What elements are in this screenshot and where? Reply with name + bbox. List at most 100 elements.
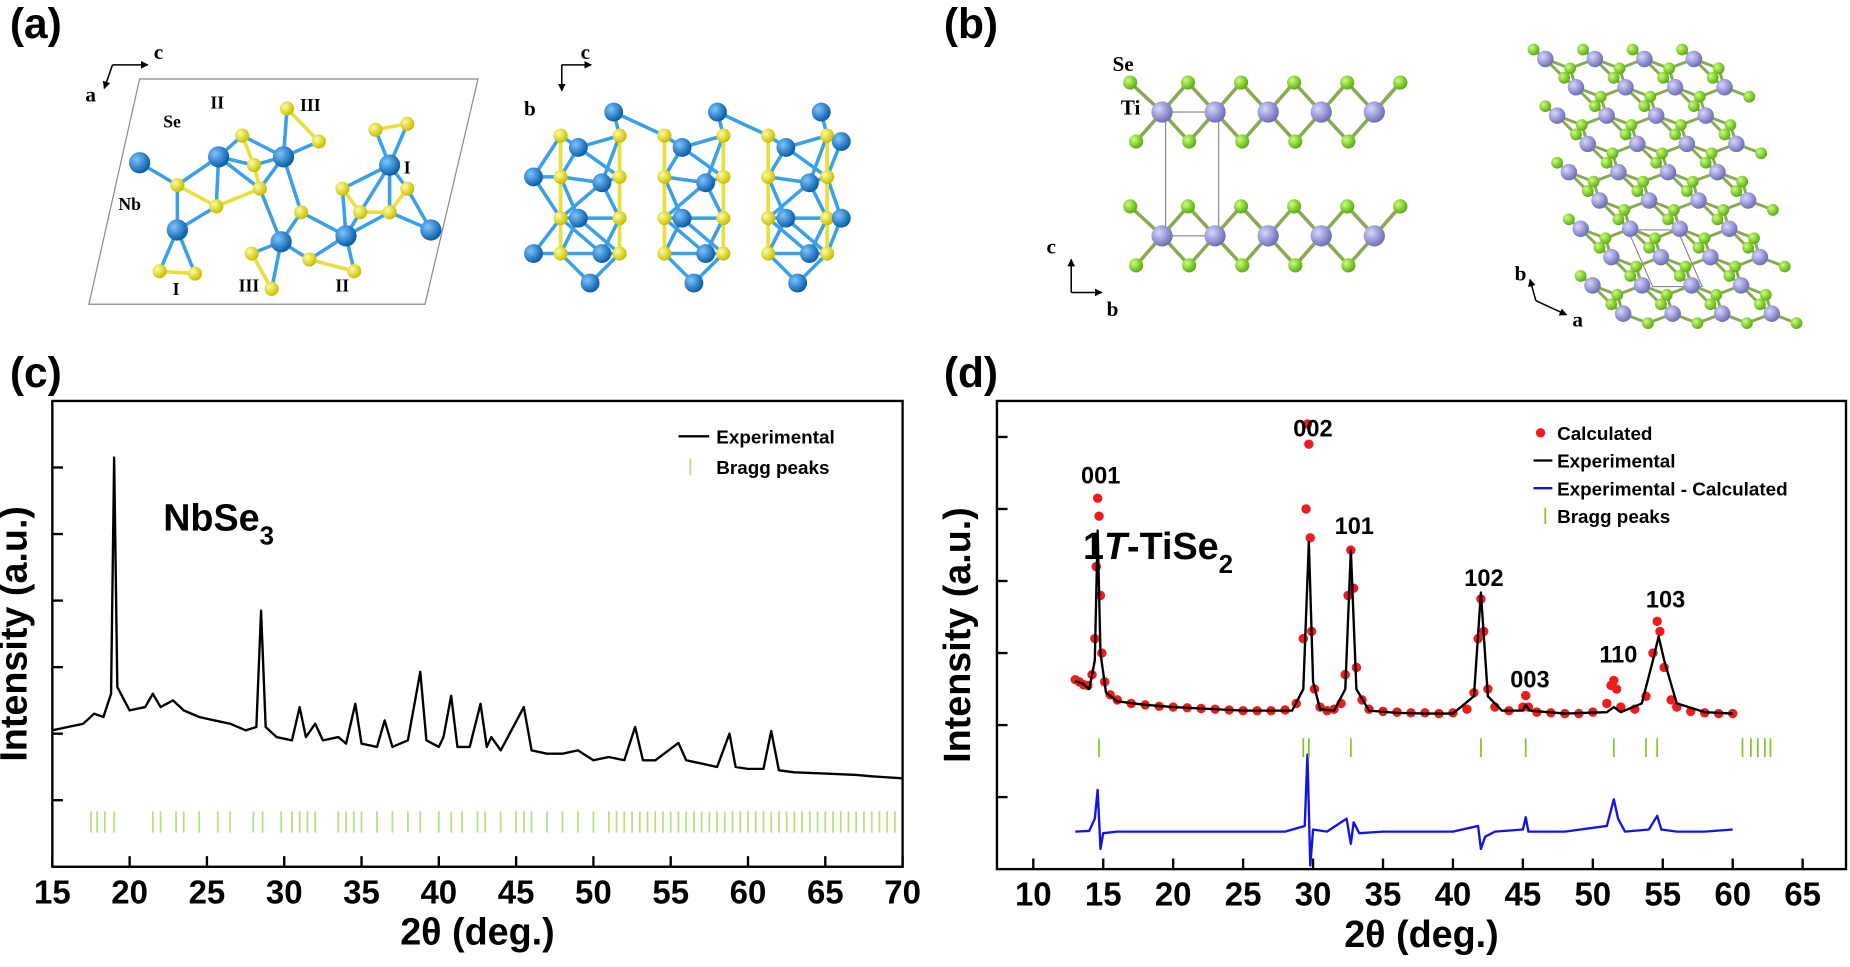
atom: [1593, 241, 1606, 254]
x-tick-label: 70: [884, 873, 921, 910]
atom: [1287, 199, 1302, 214]
x-tick-label: 20: [1155, 876, 1192, 913]
atom: [553, 246, 568, 261]
atom: [1691, 317, 1704, 330]
atom: [1605, 298, 1618, 311]
atom: [1618, 204, 1631, 216]
series-line: [52, 456, 903, 780]
x-tick-label: 60: [1714, 876, 1751, 913]
atom: [1660, 288, 1673, 301]
atom: [684, 273, 704, 293]
atom: [1579, 135, 1597, 153]
x-tick-label: 55: [652, 873, 689, 910]
atom: [1741, 317, 1753, 330]
atom: [1614, 305, 1632, 322]
atom: [1704, 298, 1717, 311]
atom: [1619, 128, 1632, 141]
structure-label: I: [173, 279, 180, 299]
compound-label: NbSe3: [163, 497, 274, 551]
atom: [1594, 90, 1607, 103]
peak-label: 101: [1335, 513, 1374, 539]
atom: [799, 173, 819, 193]
x-axis-label: 2θ (deg.): [400, 911, 555, 953]
atom: [1393, 75, 1408, 90]
atom: [1713, 305, 1731, 322]
atom: [1667, 204, 1680, 216]
atom: [1613, 62, 1626, 75]
data-point: [1301, 504, 1311, 514]
y-axis-label: Intensity (a.u.): [936, 507, 978, 763]
atom: [1656, 147, 1668, 160]
atom: [612, 246, 627, 261]
atom: [1669, 128, 1681, 141]
y-axis-label: Intensity (a.u.): [0, 506, 34, 762]
atom: [235, 128, 250, 143]
data-point: [1652, 616, 1662, 627]
atom: [1586, 50, 1604, 68]
atom: [1612, 213, 1625, 226]
data-point: [1609, 675, 1619, 686]
atom: [1633, 277, 1651, 294]
atom: [1721, 220, 1738, 238]
peak-label: 001: [1081, 462, 1120, 488]
atom: [1180, 199, 1196, 214]
atom: [1204, 225, 1226, 247]
x-tick-label: 35: [1365, 876, 1402, 913]
x-tick-label: 20: [111, 873, 148, 910]
atom: [1699, 156, 1712, 169]
legend-label: Experimental - Calculated: [1557, 478, 1788, 499]
atom: [1151, 225, 1173, 247]
data-point: [1094, 511, 1104, 521]
atom: [1705, 147, 1718, 160]
structure-label: III: [300, 95, 321, 115]
atom: [1698, 232, 1711, 245]
axis-arrow: [102, 64, 114, 90]
atom: [708, 102, 727, 122]
atom: [1606, 147, 1619, 160]
atom: [1717, 204, 1730, 216]
atom: [657, 128, 672, 143]
atom: [1748, 232, 1760, 245]
atom: [1657, 71, 1670, 84]
data-point: [1462, 704, 1472, 714]
atom: [696, 244, 716, 263]
atom: [1743, 90, 1756, 103]
atom: [1778, 260, 1791, 273]
atom: [1662, 213, 1674, 226]
compound-label-part: -TiSe: [1127, 525, 1219, 567]
atom: [208, 146, 230, 168]
atom: [1679, 260, 1692, 273]
atom: [761, 169, 776, 184]
bond: [308, 257, 355, 273]
atom: [1560, 163, 1578, 181]
atom: [170, 178, 185, 193]
legend-label: Bragg peaks: [1557, 506, 1670, 527]
atom: [1610, 163, 1627, 181]
atom: [1587, 175, 1600, 188]
chart-0: 15 20 25 30 35 40 45 50 55 60 65 70 2θ (deg.) Intensi…: [0, 399, 921, 953]
atom: [1204, 101, 1226, 123]
atom: [1637, 175, 1650, 188]
atom: [1257, 225, 1279, 247]
data-point: [1298, 633, 1308, 644]
atom: [1235, 134, 1250, 149]
atom: [761, 246, 776, 261]
atom: [1548, 107, 1566, 124]
data-point: [1655, 626, 1665, 637]
atom: [1626, 43, 1639, 56]
atom: [716, 128, 731, 143]
atom: [568, 208, 588, 228]
data-point: [1302, 419, 1313, 429]
compound-label-part: NbSe: [163, 497, 259, 539]
atom: [347, 264, 362, 279]
compound-label: 1T-TiSe2: [1083, 525, 1233, 579]
atom: [1599, 232, 1612, 245]
atom: [592, 244, 612, 263]
atom: [1310, 101, 1332, 123]
structure-label: a: [1572, 308, 1583, 332]
x-tick-label: 25: [189, 873, 226, 910]
atom: [368, 122, 383, 137]
atom: [294, 205, 309, 220]
atom: [1630, 260, 1642, 273]
atom: [1676, 43, 1688, 56]
